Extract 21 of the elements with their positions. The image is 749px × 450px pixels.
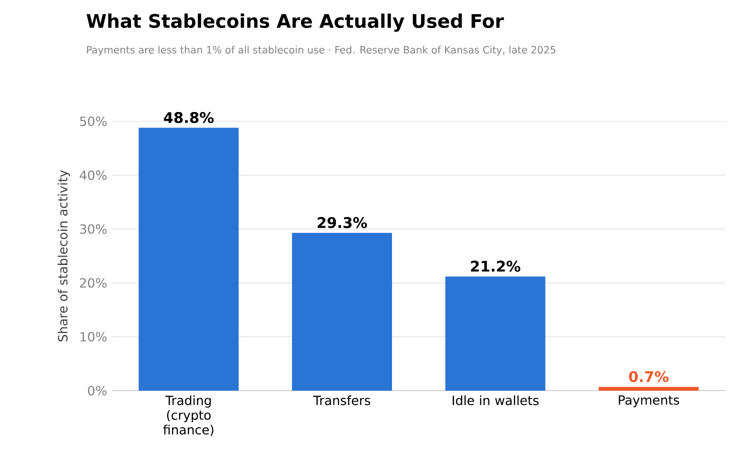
x-tick-label: Payments bbox=[618, 395, 680, 408]
x-tick-label: Trading (crypto finance) bbox=[163, 395, 214, 436]
data-label: 48.8% bbox=[164, 112, 214, 124]
data-label: 0.7% bbox=[629, 371, 669, 382]
y-tick-label: 30% bbox=[80, 224, 107, 234]
bar bbox=[138, 128, 239, 391]
x-tick-label: Idle in wallets bbox=[452, 395, 539, 406]
bar bbox=[445, 276, 546, 391]
bar bbox=[598, 386, 699, 391]
y-tick-label: 40% bbox=[80, 170, 107, 180]
y-axis-title: Share of stablecoin activity bbox=[58, 170, 70, 342]
data-label: 21.2% bbox=[471, 260, 520, 272]
y-tick-label: 50% bbox=[80, 116, 107, 126]
chart-subtitle: Payments are less than 1% of all stablecoin use · Fed. Reserve Bank of Kansas City, late 2025 bbox=[87, 46, 556, 56]
y-tick-label: 0% bbox=[88, 386, 107, 396]
data-label: 29.3% bbox=[318, 217, 367, 228]
y-tick-label: 20% bbox=[80, 278, 107, 288]
x-tick-label: Transfers bbox=[313, 395, 370, 406]
bar bbox=[292, 232, 392, 391]
y-tick-label: 10% bbox=[80, 332, 107, 342]
chart-title: What Stablecoins Are Actually Used For bbox=[86, 14, 504, 32]
